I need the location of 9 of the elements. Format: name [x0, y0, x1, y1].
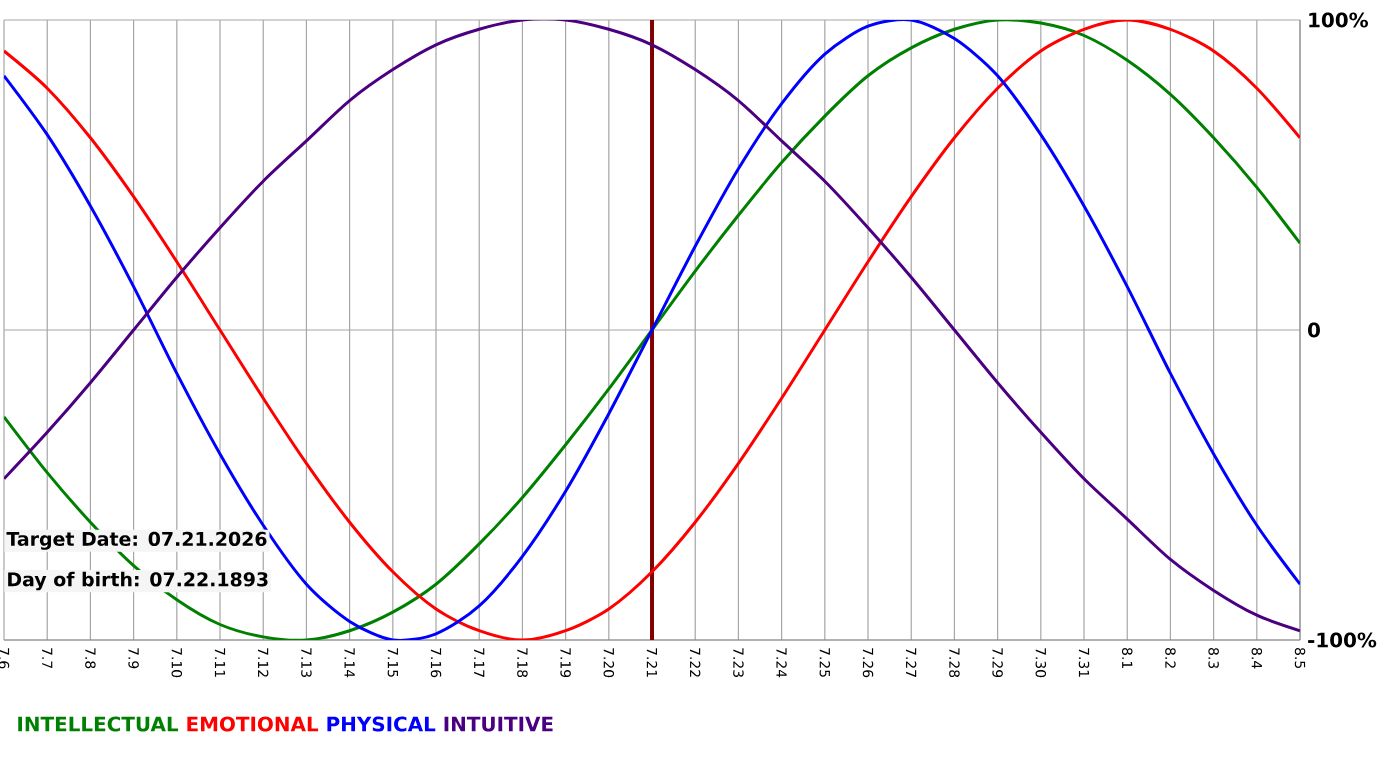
y-tick-label: -100% — [1308, 632, 1377, 648]
text: INTELLECTUAL — [18, 716, 179, 732]
y-tick-label: 100% — [1309, 12, 1369, 28]
annotation: Day of birth: 07.22.1893 — [8, 571, 268, 591]
annotation: Target Date: 07.21.2026 — [6, 531, 267, 550]
text: INTUITIVE — [444, 716, 553, 732]
text: EMOTIONAL — [187, 716, 319, 732]
y-tick-label: 0 — [1308, 322, 1320, 338]
text: PHYSICAL — [327, 716, 436, 732]
